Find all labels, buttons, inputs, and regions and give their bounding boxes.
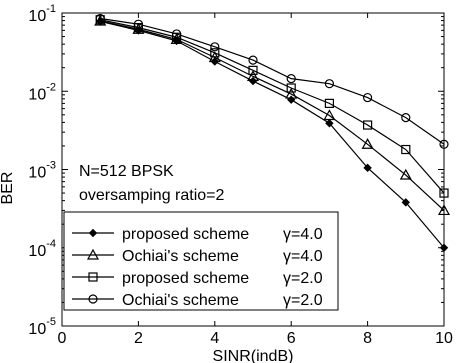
legend-entry: Ochiai's scheme γ=2.0 xyxy=(72,292,323,309)
series-layer xyxy=(94,13,451,252)
legend-marker xyxy=(88,294,98,304)
y-tick-exponent: -1 xyxy=(46,3,56,15)
legend-gamma: γ=2.0 xyxy=(283,270,323,287)
legend-entry: Ochiai's scheme γ=4.0 xyxy=(72,248,323,265)
series-4 xyxy=(95,13,449,149)
series-2 xyxy=(94,14,451,216)
data-point xyxy=(439,188,449,198)
y-tick-base: 10 xyxy=(28,243,46,260)
x-tick-label: 2 xyxy=(134,330,143,347)
annotation-config: N=512 BPSK xyxy=(79,163,174,180)
x-tick-label: 8 xyxy=(363,330,372,347)
legend-gamma: γ=4.0 xyxy=(283,226,323,243)
series-line xyxy=(100,20,445,249)
legend-gamma: γ=2.0 xyxy=(283,292,323,309)
y-axis-label: BER xyxy=(0,172,16,205)
y-tick-label: 10-1 xyxy=(28,3,56,25)
y-tick-exponent: -5 xyxy=(46,316,56,328)
y-tick-base: 10 xyxy=(28,165,46,182)
data-point xyxy=(248,55,258,65)
y-tick-exponent: -3 xyxy=(46,160,56,172)
legend-label: Ochiai's scheme xyxy=(122,292,239,309)
legend: proposed scheme γ=4.0 Ochiai's scheme γ=4.0… xyxy=(63,211,339,311)
data-point xyxy=(399,168,412,180)
annotation-oversampling: oversamping ratio=2 xyxy=(79,187,225,204)
data-point xyxy=(363,120,373,130)
x-axis: 0 2 4 6 8 10 xyxy=(58,13,453,347)
data-point xyxy=(437,204,451,216)
y-tick-base: 10 xyxy=(28,86,46,103)
data-point xyxy=(286,95,296,104)
data-point xyxy=(363,92,373,103)
legend-label: proposed scheme xyxy=(122,270,249,287)
series-3 xyxy=(95,15,449,198)
data-point xyxy=(401,144,411,155)
y-tick-base: 10 xyxy=(28,321,46,338)
y-tick-label: 10-3 xyxy=(28,160,56,182)
data-point xyxy=(248,65,258,75)
legend-label: proposed scheme xyxy=(122,226,249,243)
x-tick-label: 0 xyxy=(58,330,67,347)
x-tick-label: 10 xyxy=(435,330,453,347)
data-point xyxy=(286,74,296,84)
data-point xyxy=(172,32,182,42)
legend-entry: proposed scheme γ=2.0 xyxy=(72,270,323,287)
data-point xyxy=(323,109,336,121)
legend-marker xyxy=(86,248,100,260)
data-point xyxy=(248,76,258,86)
y-tick-label: 10-2 xyxy=(28,81,56,103)
data-point xyxy=(286,83,296,93)
x-axis-label: SINR(indB) xyxy=(213,348,294,363)
data-point xyxy=(325,119,334,128)
data-point xyxy=(133,19,143,29)
y-axis: 10-510-410-310-210-1 xyxy=(28,3,444,338)
y-tick-label: 10-5 xyxy=(28,316,56,338)
data-point xyxy=(439,243,449,252)
series-line xyxy=(100,17,445,145)
y-tick-exponent: -4 xyxy=(46,238,56,250)
data-point xyxy=(246,70,260,81)
series-line xyxy=(100,20,445,211)
data-point xyxy=(210,42,220,52)
x-tick-label: 4 xyxy=(210,330,219,347)
legend-label: Ochiai's scheme xyxy=(122,248,239,265)
data-point xyxy=(439,139,449,149)
legend-marker xyxy=(88,228,98,238)
legend-box xyxy=(63,211,339,311)
data-point xyxy=(401,113,411,123)
data-point xyxy=(363,163,372,173)
y-tick-exponent: -2 xyxy=(46,81,56,93)
legend-gamma: γ=4.0 xyxy=(283,248,323,265)
data-point xyxy=(285,87,298,99)
legend-entry: proposed scheme γ=4.0 xyxy=(72,226,323,243)
data-point xyxy=(401,198,411,207)
data-point xyxy=(95,13,105,24)
data-point xyxy=(324,98,334,108)
series-line xyxy=(100,19,445,194)
x-tick-label: 6 xyxy=(287,330,296,347)
y-tick-label: 10-4 xyxy=(28,238,56,260)
data-point xyxy=(324,79,334,89)
y-tick-base: 10 xyxy=(28,8,46,25)
data-point xyxy=(210,48,220,58)
data-point xyxy=(361,138,374,149)
legend-marker xyxy=(88,272,98,282)
data-point xyxy=(172,29,182,39)
